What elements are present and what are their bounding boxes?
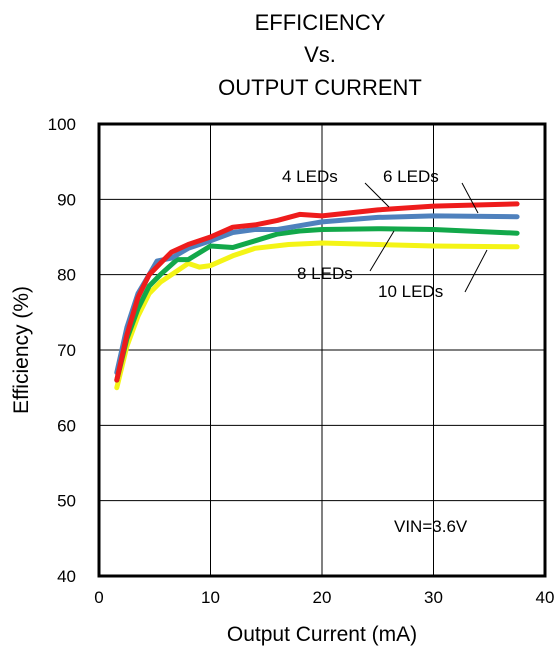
series-line-10-leds (114, 240, 520, 391)
y-axis-label: Efficiency (%) (10, 286, 33, 414)
annotation-4-leds-pointer (364, 182, 390, 208)
series-layer (114, 201, 520, 391)
x-axis-label: Output Current (mA) (227, 623, 417, 646)
annotations: 4 LEDs 6 LEDs 8 LEDs 10 LEDs VIN=3.6V (282, 167, 488, 536)
chart-title-line-1: EFFICIENCY (255, 10, 386, 35)
x-tick-label: 0 (94, 588, 103, 607)
y-tick-label: 100 (48, 115, 76, 134)
chart-title-line-3: OUTPUT CURRENT (218, 75, 422, 100)
y-tick-label: 60 (57, 416, 76, 435)
plot-border (97, 122, 547, 578)
x-tick-labels: 0 10 20 30 40 (94, 588, 554, 607)
annotation-6-leds: 6 LEDs (383, 167, 439, 186)
chart-title-line-2: Vs. (304, 42, 336, 67)
y-tick-label: 50 (57, 492, 76, 511)
x-tick-label: 10 (201, 588, 220, 607)
y-tick-label: 90 (57, 190, 76, 209)
series-line-8-leds (114, 226, 520, 383)
grid-lines (99, 124, 545, 576)
x-tick-label: 40 (536, 588, 555, 607)
y-tick-labels: 40 50 60 70 80 90 100 (48, 115, 76, 586)
y-tick-label: 40 (57, 567, 76, 586)
annotation-4-leds: 4 LEDs (282, 167, 338, 186)
annotation-8-leds-pointer (369, 230, 395, 272)
annotation-vin: VIN=3.6V (394, 517, 468, 536)
x-tick-label: 30 (424, 588, 443, 607)
x-tick-label: 20 (313, 588, 332, 607)
y-tick-label: 70 (57, 341, 76, 360)
annotation-6-leds-pointer (461, 182, 479, 214)
annotation-10-leds-pointer (464, 249, 488, 293)
series-line-4-leds (114, 201, 520, 383)
y-tick-label: 80 (57, 266, 76, 285)
annotation-10-leds: 10 LEDs (378, 282, 443, 301)
annotation-8-leds: 8 LEDs (297, 264, 353, 283)
